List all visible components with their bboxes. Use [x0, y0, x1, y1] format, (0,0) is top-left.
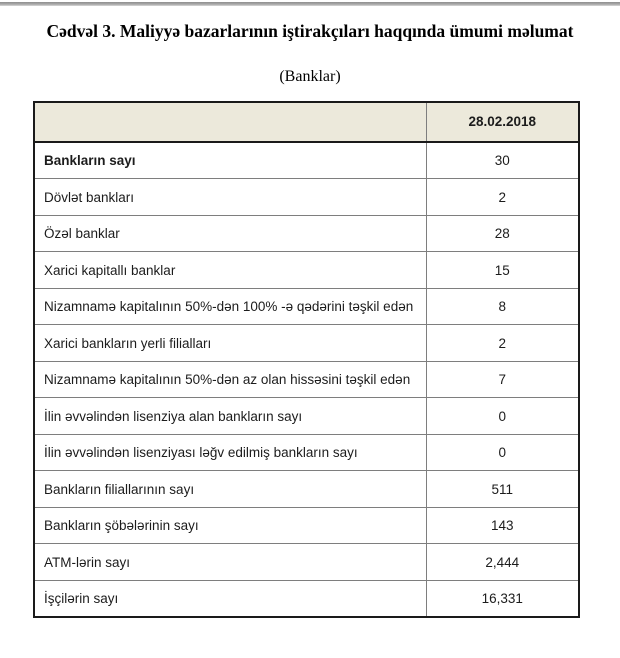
table-row: ATM-lərin sayı 2,444 [33, 543, 580, 581]
row-value: 30 [425, 141, 580, 180]
row-label: Xarici kapitallı banklar [33, 251, 427, 289]
row-label: İlin əvvəlindən lisenziyası ləğv edilmiş… [33, 433, 427, 472]
row-value: 0 [425, 397, 580, 435]
row-value: 2 [425, 324, 580, 362]
row-label: İşçilərin sayı [33, 579, 427, 618]
table-row: Nizamnamə kapitalının 50%-dən 100% -ə qə… [33, 287, 580, 326]
table-row: İşçilərin sayı 16,331 [33, 579, 580, 618]
row-label: Bankların filiallarının sayı [33, 470, 427, 508]
table-row: Xarici bankların yerli filialları 2 [33, 324, 580, 362]
header-date-cell: 28.02.2018 [425, 101, 580, 143]
row-label: İlin əvvəlindən lisenziya alan bankların… [33, 397, 427, 435]
table-row: İlin əvvəlindən lisenziya alan bankların… [33, 397, 580, 435]
row-value: 16,331 [425, 579, 580, 618]
row-label: Dövlət bankları [33, 178, 427, 216]
table-body: Bankların sayı 30 Dövlət bankları 2 Özəl ban… [33, 141, 580, 618]
page-subtitle: (Banklar) [279, 67, 341, 85]
row-label: Nizamnamə kapitalının 50%-dən az olan hi… [33, 360, 427, 399]
table-row: Xarici kapitallı banklar 15 [33, 251, 580, 289]
table-row: Özəl banklar 28 [33, 214, 580, 253]
row-value: 2,444 [425, 543, 580, 581]
table-row: Dövlət bankları 2 [33, 178, 580, 216]
top-divider-rule [0, 2, 620, 6]
table-row: İlin əvvəlindən lisenziyası ləğv edilmiş… [33, 433, 580, 472]
table-row: Bankların sayı 30 [33, 141, 580, 180]
banks-table: 28.02.2018 Bankların sayı 30 Dövlət bankla… [33, 100, 580, 619]
row-label: Xarici bankların yerli filialları [33, 324, 427, 362]
row-value: 28 [425, 214, 580, 253]
table-row: Bankların filiallarının sayı 511 [33, 470, 580, 508]
row-label: Nizamnamə kapitalının 50%-dən 100% -ə qə… [33, 287, 427, 326]
row-label: Bankların şöbələrinin sayı [33, 506, 427, 545]
row-label: Bankların sayı [33, 141, 427, 180]
page-title: Cədvəl 3. Maliyyə bazarlarının iştirakçı… [46, 21, 574, 41]
row-value: 0 [425, 433, 580, 472]
row-value: 511 [425, 470, 580, 508]
row-value: 2 [425, 178, 580, 216]
table-row: Bankların şöbələrinin sayı 143 [33, 506, 580, 545]
row-value: 8 [425, 287, 580, 326]
row-value: 7 [425, 360, 580, 399]
table-header-row: 28.02.2018 [33, 101, 580, 143]
table-row: Nizamnamə kapitalının 50%-dən az olan hi… [33, 360, 580, 399]
row-value: 15 [425, 251, 580, 289]
header-empty-cell [33, 101, 427, 143]
row-label: ATM-lərin sayı [33, 543, 427, 581]
row-value: 143 [425, 506, 580, 545]
row-label: Özəl banklar [33, 214, 427, 253]
